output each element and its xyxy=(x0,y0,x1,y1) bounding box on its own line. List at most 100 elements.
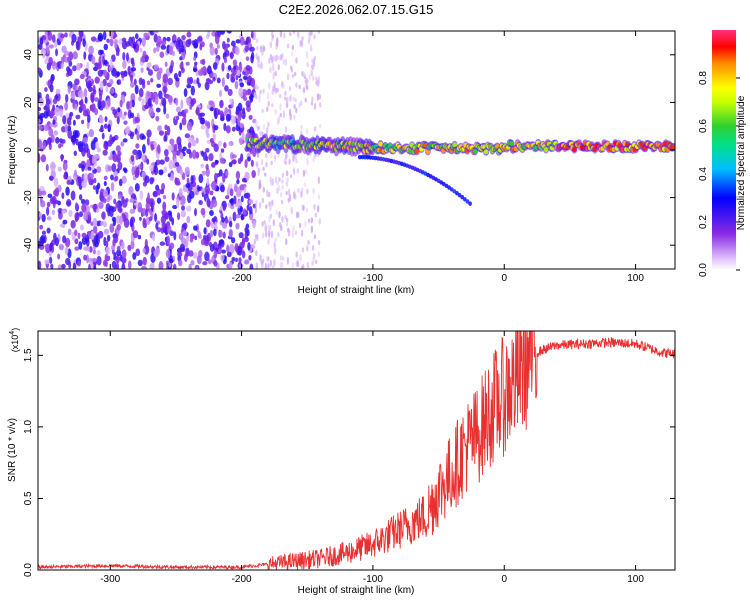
heatmap-cell xyxy=(44,57,49,65)
heatmap-cell xyxy=(237,157,242,165)
heatmap-cell xyxy=(78,163,82,169)
heatmap-cell xyxy=(279,93,282,99)
heatmap-cell xyxy=(267,256,270,262)
heatmap-cell xyxy=(87,80,92,88)
heatmap-cell xyxy=(53,177,59,188)
heatmap-cell xyxy=(45,163,49,172)
heatmap-cell xyxy=(256,56,259,61)
heatmap-cell xyxy=(214,35,220,45)
chart-title: C2E2.2026.062.07.15.G15 xyxy=(279,2,434,17)
heatmap-cell xyxy=(272,55,276,62)
heatmap-cell xyxy=(235,222,240,230)
heatmap-cell xyxy=(119,215,124,225)
heatmap-cell xyxy=(250,54,254,64)
heatmap-cell xyxy=(306,157,309,166)
heatmap-cell xyxy=(232,65,237,71)
heatmap-cell xyxy=(90,172,94,180)
heatmap-cell xyxy=(239,205,244,213)
heatmap-cell xyxy=(153,64,159,70)
heatmap-cell xyxy=(172,263,177,269)
heatmap-cell xyxy=(70,135,77,143)
heatmap-cell xyxy=(65,93,69,103)
heatmap-cell xyxy=(196,255,202,265)
heatmap-cell xyxy=(281,256,285,261)
heatmap-cell xyxy=(291,51,294,57)
heatmap-cell xyxy=(153,47,157,54)
heatmap-cell xyxy=(254,206,257,214)
heatmap-cell xyxy=(83,142,89,153)
heatmap-cell xyxy=(70,219,76,229)
heatmap-cell xyxy=(140,67,144,73)
heatmap-cell xyxy=(175,115,180,121)
heatmap-cell xyxy=(64,246,69,255)
y-tick-label: 0 xyxy=(23,147,34,153)
heatmap-cell xyxy=(39,186,45,192)
heatmap-cell xyxy=(162,195,167,200)
heatmap-cell xyxy=(318,123,322,129)
heatmap-cell xyxy=(258,94,261,103)
heatmap-cell xyxy=(236,69,241,77)
heatmap-cell xyxy=(201,170,207,176)
heatmap-cell xyxy=(141,152,146,162)
heatmap-cell xyxy=(169,65,173,74)
heatmap-cell xyxy=(275,209,279,216)
heatmap-cell xyxy=(267,121,270,128)
heatmap-cell xyxy=(155,45,160,52)
heatmap-cell xyxy=(120,241,125,250)
heatmap-cell xyxy=(83,254,88,261)
heatmap-cell xyxy=(89,104,93,112)
heatmap-cell xyxy=(285,238,288,246)
heatmap-cell xyxy=(255,199,258,208)
heatmap-cell xyxy=(123,168,128,174)
heatmap-cell xyxy=(101,211,106,220)
heatmap-cell xyxy=(184,166,190,176)
heatmap-cell xyxy=(211,180,217,191)
heatmap-cell xyxy=(106,97,111,107)
heatmap-cell xyxy=(278,55,281,61)
heatmap-cell xyxy=(59,108,64,118)
heatmap-cell xyxy=(75,40,80,50)
heatmap-cell xyxy=(271,103,274,108)
heatmap-cell xyxy=(159,51,165,59)
heatmap-cell xyxy=(219,99,224,109)
heatmap-cell xyxy=(264,230,268,238)
heatmap-cell xyxy=(226,244,230,253)
heatmap-cell xyxy=(181,34,186,41)
heatmap-cell xyxy=(447,185,451,190)
heatmap-cell xyxy=(238,87,244,98)
heatmap-cell xyxy=(180,44,185,53)
heatmap-cell xyxy=(305,189,309,195)
heatmap-cell xyxy=(120,71,126,76)
heatmap-cell xyxy=(167,145,173,152)
heatmap-cell xyxy=(160,39,167,46)
heatmap-cell xyxy=(295,57,298,64)
heatmap-cell xyxy=(135,166,140,176)
heatmap-cell xyxy=(272,219,276,227)
heatmap-cell xyxy=(307,218,311,223)
heatmap-cell xyxy=(167,210,172,216)
heatmap-cell xyxy=(671,144,675,150)
heatmap-cell xyxy=(239,184,245,191)
heatmap-cell xyxy=(155,184,160,191)
heatmap-cell xyxy=(196,77,200,85)
heatmap-cell xyxy=(67,56,71,63)
heatmap-cell xyxy=(279,191,283,198)
heatmap-cell xyxy=(44,87,48,93)
heatmap-cell xyxy=(129,198,135,203)
heatmap-cell xyxy=(266,92,270,101)
heatmap-cell xyxy=(316,92,320,101)
heatmap-cell xyxy=(46,206,50,216)
heatmap-cell xyxy=(247,242,251,251)
heatmap-cell xyxy=(179,152,184,160)
heatmap-cell xyxy=(302,264,305,269)
heatmap-cell xyxy=(236,187,242,197)
heatmap-cell xyxy=(159,241,166,246)
heatmap-cell xyxy=(39,97,45,106)
heatmap-cell xyxy=(72,65,77,72)
heatmap-cell xyxy=(209,229,214,238)
heatmap-cell xyxy=(72,51,78,60)
heatmap-cell xyxy=(237,102,243,112)
heatmap-cell xyxy=(238,257,242,264)
heatmap-cell xyxy=(213,249,218,259)
heatmap-cell xyxy=(304,97,307,103)
